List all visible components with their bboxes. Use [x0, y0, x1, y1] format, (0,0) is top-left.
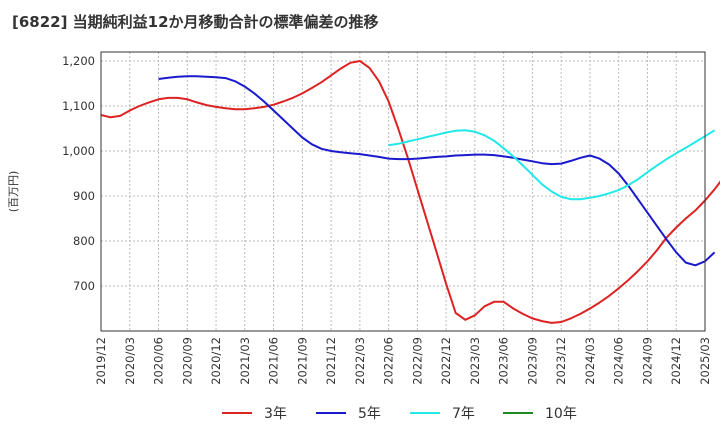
series-line — [100, 60, 720, 324]
x-tick-label: 2025/03 — [698, 337, 712, 385]
y-axis-ticks: 700 800 900 1,000 1,100 1,200 — [62, 54, 95, 293]
x-axis-ticks: 2019/12 2020/03 2020/06 2020/09 2020/12 2021/… — [94, 337, 712, 385]
x-tick-label: 2020/12 — [209, 337, 223, 385]
y-tick-label: 1,100 — [62, 99, 95, 113]
x-tick-label: 2020/03 — [123, 337, 137, 385]
x-tick-label: 2023/12 — [554, 337, 568, 385]
x-tick-label: 2020/09 — [180, 337, 194, 385]
x-tick-label: 2022/03 — [353, 337, 367, 385]
legend: 3年 5年 7年 10年 — [222, 406, 577, 422]
y-tick-label: 1,200 — [62, 54, 95, 68]
x-tick-label: 2024/06 — [612, 337, 626, 385]
plot-area-frame — [100, 51, 706, 332]
x-tick-label: 2021/09 — [295, 337, 309, 385]
x-tick-label: 2022/09 — [410, 337, 424, 385]
x-tick-label: 2023/06 — [497, 337, 511, 385]
x-tick-label: 2021/12 — [324, 337, 338, 385]
x-tick-label: 2024/09 — [640, 337, 654, 385]
y-tick-label: 700 — [73, 279, 95, 293]
x-tick-label: 2020/06 — [152, 337, 166, 385]
x-tick-label: 2021/03 — [238, 337, 252, 385]
y-tick-label: 900 — [73, 189, 95, 203]
series-line — [158, 75, 716, 267]
x-tick-label: 2019/12 — [94, 337, 108, 385]
legend-label: 5年 — [358, 406, 381, 422]
x-tick-label: 2022/12 — [439, 337, 453, 385]
series-line — [388, 129, 716, 201]
x-tick-label: 2024/12 — [669, 337, 683, 385]
y-axis-label: (百万円) — [7, 171, 20, 213]
legend-label: 3年 — [264, 406, 287, 422]
y-tick-label: 1,000 — [62, 144, 95, 158]
x-tick-label: 2024/03 — [583, 337, 597, 385]
x-tick-label: 2022/06 — [382, 337, 396, 385]
x-tick-label: 2023/09 — [525, 337, 539, 385]
y-tick-label: 800 — [73, 234, 95, 248]
x-tick-label: 2023/03 — [468, 337, 482, 385]
legend-label: 10年 — [545, 406, 577, 422]
x-tick-label: 2021/06 — [267, 337, 281, 385]
chart-title: [6822] 当期純利益12か月移動合計の標準偏差の推移 — [12, 13, 379, 31]
grid-lines — [100, 52, 706, 331]
series-lines — [100, 60, 720, 324]
legend-label: 7年 — [452, 406, 475, 422]
